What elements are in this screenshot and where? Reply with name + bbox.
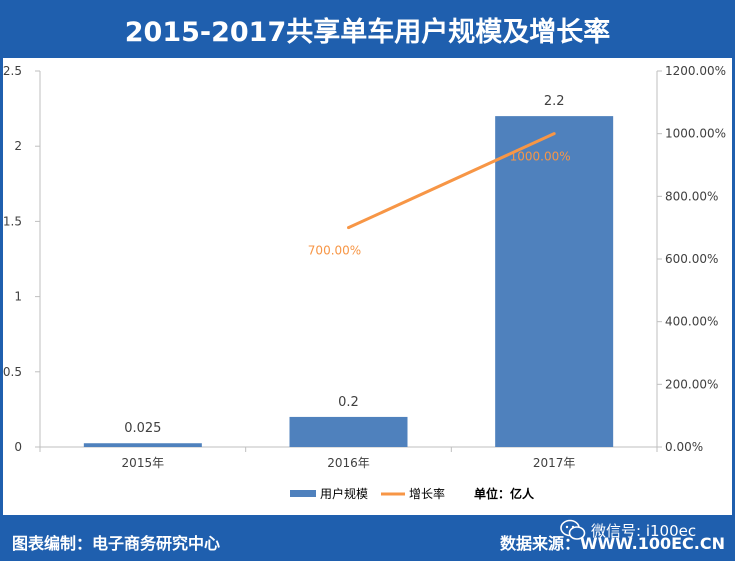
category-label: 2017年 — [533, 456, 576, 470]
bar-value-label: 0.025 — [124, 421, 161, 436]
legend: 用户规模 增长率 单位：亿人 — [290, 486, 535, 501]
bar — [495, 116, 614, 447]
left-tick-label: 1.5 — [3, 214, 22, 228]
left-tick-label: 0 — [14, 440, 22, 454]
legend-bar-label: 用户规模 — [320, 486, 368, 501]
bar — [289, 416, 408, 447]
chart-title: 2015-2017共享单车用户规模及增长率 — [124, 16, 611, 48]
growth-line — [347, 132, 555, 230]
left-tick-label: 0.5 — [3, 365, 22, 379]
right-tick-label: 0.00% — [665, 440, 703, 454]
line-point — [347, 226, 350, 230]
left-tick-label: 2 — [14, 139, 22, 153]
bar-value-label: 0.2 — [338, 395, 359, 410]
right-tick-label: 1000.00% — [665, 127, 726, 141]
category-label: 2015年 — [122, 456, 165, 470]
footer-compiler: 图表编制：电子商务研究中心 — [12, 534, 221, 553]
right-tick-label: 600.00% — [665, 252, 718, 266]
line-series — [347, 132, 556, 230]
line-value-label: 700.00% — [308, 244, 361, 258]
unit-note: 单位：亿人 — [474, 486, 535, 501]
left-tick-label: 2.5 — [3, 64, 22, 78]
axes: 0 0.5 1 1.5 2 2.5 0.00% 200.00% 400.00% 600.00% 80… — [3, 64, 726, 470]
footer: 图表编制：电子商务研究中心 数据来源：WWW.100EC.CN — [0, 515, 735, 561]
right-tick-label: 400.00% — [665, 315, 718, 329]
plot-area: 0 0.5 1 1.5 2 2.5 0.00% 200.00% 400.00% 600.00% 80… — [3, 58, 732, 515]
category-label: 2016年 — [327, 456, 370, 470]
legend-line-label: 增长率 — [409, 486, 445, 501]
wechat-watermark: 微信号: i100ec — [560, 518, 696, 542]
bar-series — [83, 116, 614, 447]
right-tick-label: 800.00% — [665, 189, 718, 203]
right-tick-label: 1200.00% — [665, 64, 726, 78]
bar-value-label: 2.2 — [544, 94, 565, 109]
wechat-icon — [560, 519, 586, 540]
bar — [83, 443, 202, 447]
left-tick-label: 1 — [14, 290, 22, 304]
chart-svg: 0 0.5 1 1.5 2 2.5 0.00% 200.00% 400.00% 600.00% 80… — [3, 64, 726, 501]
line-point — [552, 132, 556, 136]
right-tick-label: 200.00% — [665, 377, 718, 391]
legend-bar-swatch — [290, 490, 316, 497]
data-labels: 0.025 0.2 2.2 700.00% 1000.00% — [124, 94, 570, 436]
line-value-label: 1000.00% — [510, 150, 571, 164]
watermark-text: 微信号: i100ec — [591, 521, 697, 540]
footer-source: 数据来源：WWW.100EC.CN — [499, 534, 725, 553]
